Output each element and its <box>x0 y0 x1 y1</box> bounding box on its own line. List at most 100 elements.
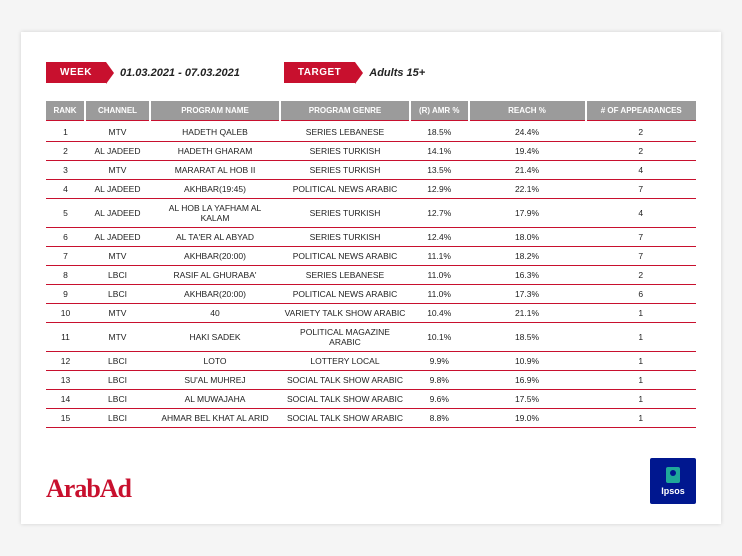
table-cell: 1 <box>46 121 85 142</box>
table-cell: HADETH GHARAM <box>150 142 280 161</box>
table-cell: 14 <box>46 390 85 409</box>
table-cell: SERIES TURKISH <box>280 199 410 228</box>
table-cell: 2 <box>586 142 697 161</box>
table-cell: 12.7% <box>410 199 469 228</box>
table-cell: LOTO <box>150 352 280 371</box>
table-cell: SERIES TURKISH <box>280 228 410 247</box>
table-cell: SERIES TURKISH <box>280 142 410 161</box>
table-row: 1MTVHADETH QALEBSERIES LEBANESE18.5%24.4… <box>46 121 696 142</box>
table-cell: MTV <box>85 304 150 323</box>
col-appearances: # OF APPEARANCES <box>586 101 697 121</box>
table-row: 14LBCIAL MUWAJAHASOCIAL TALK SHOW ARABIC… <box>46 390 696 409</box>
table-cell: 24.4% <box>469 121 586 142</box>
table-cell: 6 <box>46 228 85 247</box>
table-row: 11MTVHAKI SADEKPOLITICAL MAGAZINE ARABIC… <box>46 323 696 352</box>
table-cell: 1 <box>586 390 697 409</box>
table-cell: 1 <box>586 304 697 323</box>
table-cell: 10 <box>46 304 85 323</box>
table-cell: 8.8% <box>410 409 469 428</box>
table-row: 15LBCIAHMAR BEL KHAT AL ARIDSOCIAL TALK … <box>46 409 696 428</box>
table-cell: 1 <box>586 352 697 371</box>
ratings-table: RANK CHANNEL PROGRAM NAME PROGRAM GENRE … <box>46 101 696 428</box>
table-cell: AL TA'ER AL ABYAD <box>150 228 280 247</box>
col-reach: REACH % <box>469 101 586 121</box>
table-cell: 11.0% <box>410 266 469 285</box>
table-cell: HADETH QALEB <box>150 121 280 142</box>
table-cell: AL JADEED <box>85 199 150 228</box>
table-row: 7MTVAKHBAR(20:00)POLITICAL NEWS ARABIC11… <box>46 247 696 266</box>
table-cell: MTV <box>85 161 150 180</box>
ipsos-mark-icon <box>666 467 680 483</box>
table-cell: VARIETY TALK SHOW ARABIC <box>280 304 410 323</box>
table-cell: HAKI SADEK <box>150 323 280 352</box>
table-row: 8LBCIRASIF AL GHURABA'SERIES LEBANESE11.… <box>46 266 696 285</box>
table-cell: LBCI <box>85 409 150 428</box>
table-cell: 7 <box>586 180 697 199</box>
table-cell: SOCIAL TALK SHOW ARABIC <box>280 409 410 428</box>
table-cell: 4 <box>586 199 697 228</box>
table-cell: 12.4% <box>410 228 469 247</box>
table-cell: 1 <box>586 409 697 428</box>
header-row: WEEK 01.03.2021 - 07.03.2021 TARGET Adul… <box>46 62 696 83</box>
target-value: Adults 15+ <box>369 67 425 79</box>
table-cell: 9.6% <box>410 390 469 409</box>
table-cell: MTV <box>85 247 150 266</box>
arabad-logo: ArabAd <box>46 474 131 504</box>
table-cell: SERIES LEBANESE <box>280 266 410 285</box>
col-rank: RANK <box>46 101 85 121</box>
table-cell: 7 <box>586 228 697 247</box>
table-cell: 1 <box>586 323 697 352</box>
table-cell: SOCIAL TALK SHOW ARABIC <box>280 371 410 390</box>
table-cell: AHMAR BEL KHAT AL ARID <box>150 409 280 428</box>
table-cell: 10.1% <box>410 323 469 352</box>
table-cell: SERIES TURKISH <box>280 161 410 180</box>
table-cell: AL JADEED <box>85 142 150 161</box>
table-cell: 19.4% <box>469 142 586 161</box>
table-cell: 9.9% <box>410 352 469 371</box>
table-cell: AL JADEED <box>85 228 150 247</box>
target-tag: TARGET <box>284 62 355 83</box>
table-cell: 16.3% <box>469 266 586 285</box>
table-cell: RASIF AL GHURABA' <box>150 266 280 285</box>
table-cell: 13 <box>46 371 85 390</box>
table-cell: POLITICAL NEWS ARABIC <box>280 180 410 199</box>
week-tag: WEEK <box>46 62 106 83</box>
table-cell: 15 <box>46 409 85 428</box>
table-cell: AL MUWAJAHA <box>150 390 280 409</box>
table-cell: MTV <box>85 121 150 142</box>
table-cell: 21.1% <box>469 304 586 323</box>
table-cell: 12.9% <box>410 180 469 199</box>
table-cell: 9 <box>46 285 85 304</box>
table-cell: LBCI <box>85 371 150 390</box>
table-cell: 13.5% <box>410 161 469 180</box>
table-cell: 3 <box>46 161 85 180</box>
table-cell: 9.8% <box>410 371 469 390</box>
table-row: 9LBCIAKHBAR(20:00)POLITICAL NEWS ARABIC1… <box>46 285 696 304</box>
table-cell: 14.1% <box>410 142 469 161</box>
table-row: 10MTV40VARIETY TALK SHOW ARABIC10.4%21.1… <box>46 304 696 323</box>
col-channel: CHANNEL <box>85 101 150 121</box>
table-row: 13LBCISU'AL MUHREJSOCIAL TALK SHOW ARABI… <box>46 371 696 390</box>
table-row: 12LBCILOTOLOTTERY LOCAL9.9%10.9%1 <box>46 352 696 371</box>
table-cell: POLITICAL NEWS ARABIC <box>280 247 410 266</box>
table-cell: 17.3% <box>469 285 586 304</box>
table-cell: 10.9% <box>469 352 586 371</box>
table-cell: 18.2% <box>469 247 586 266</box>
table-row: 2 AL JADEEDHADETH GHARAMSERIES TURKISH14.… <box>46 142 696 161</box>
table-row: 4AL JADEEDAKHBAR(19:45)POLITICAL NEWS AR… <box>46 180 696 199</box>
table-cell: 10.4% <box>410 304 469 323</box>
table-cell: LOTTERY LOCAL <box>280 352 410 371</box>
table-cell: LBCI <box>85 390 150 409</box>
table-cell: MARARAT AL HOB II <box>150 161 280 180</box>
table-cell: 18.0% <box>469 228 586 247</box>
table-cell: POLITICAL NEWS ARABIC <box>280 285 410 304</box>
table-cell: SERIES LEBANESE <box>280 121 410 142</box>
table-cell: AL JADEED <box>85 180 150 199</box>
table-cell: 17.5% <box>469 390 586 409</box>
col-genre: PROGRAM GENRE <box>280 101 410 121</box>
table-cell: 11.0% <box>410 285 469 304</box>
table-cell: 2 <box>586 121 697 142</box>
table-cell: 2 <box>586 266 697 285</box>
table-cell: SU'AL MUHREJ <box>150 371 280 390</box>
table-cell: LBCI <box>85 266 150 285</box>
